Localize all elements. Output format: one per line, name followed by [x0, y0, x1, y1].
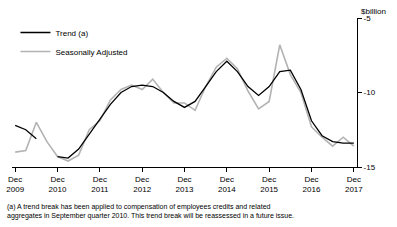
- svg-text:$billion: $billion: [361, 7, 386, 16]
- svg-text:-15: -15: [364, 163, 376, 172]
- svg-text:Dec2017: Dec2017: [345, 175, 363, 194]
- svg-text:Dec2012: Dec2012: [133, 175, 151, 194]
- svg-text:Dec2016: Dec2016: [303, 175, 321, 194]
- svg-text:(a) A trend break has been app: (a) A trend break has been applied to co…: [7, 203, 294, 220]
- svg-text:Seasonally Adjusted: Seasonally Adjusted: [55, 48, 127, 57]
- svg-text:Dec2011: Dec2011: [91, 175, 109, 194]
- svg-text:Trend (a): Trend (a): [55, 29, 88, 38]
- svg-text:Dec2013: Dec2013: [176, 175, 194, 194]
- svg-text:-5: -5: [364, 14, 372, 23]
- svg-text:Dec2015: Dec2015: [260, 175, 278, 194]
- svg-text:Dec2014: Dec2014: [218, 175, 236, 194]
- svg-text:Dec2010: Dec2010: [49, 175, 67, 194]
- svg-text:Dec2009: Dec2009: [6, 175, 24, 194]
- svg-text:-10: -10: [364, 88, 376, 97]
